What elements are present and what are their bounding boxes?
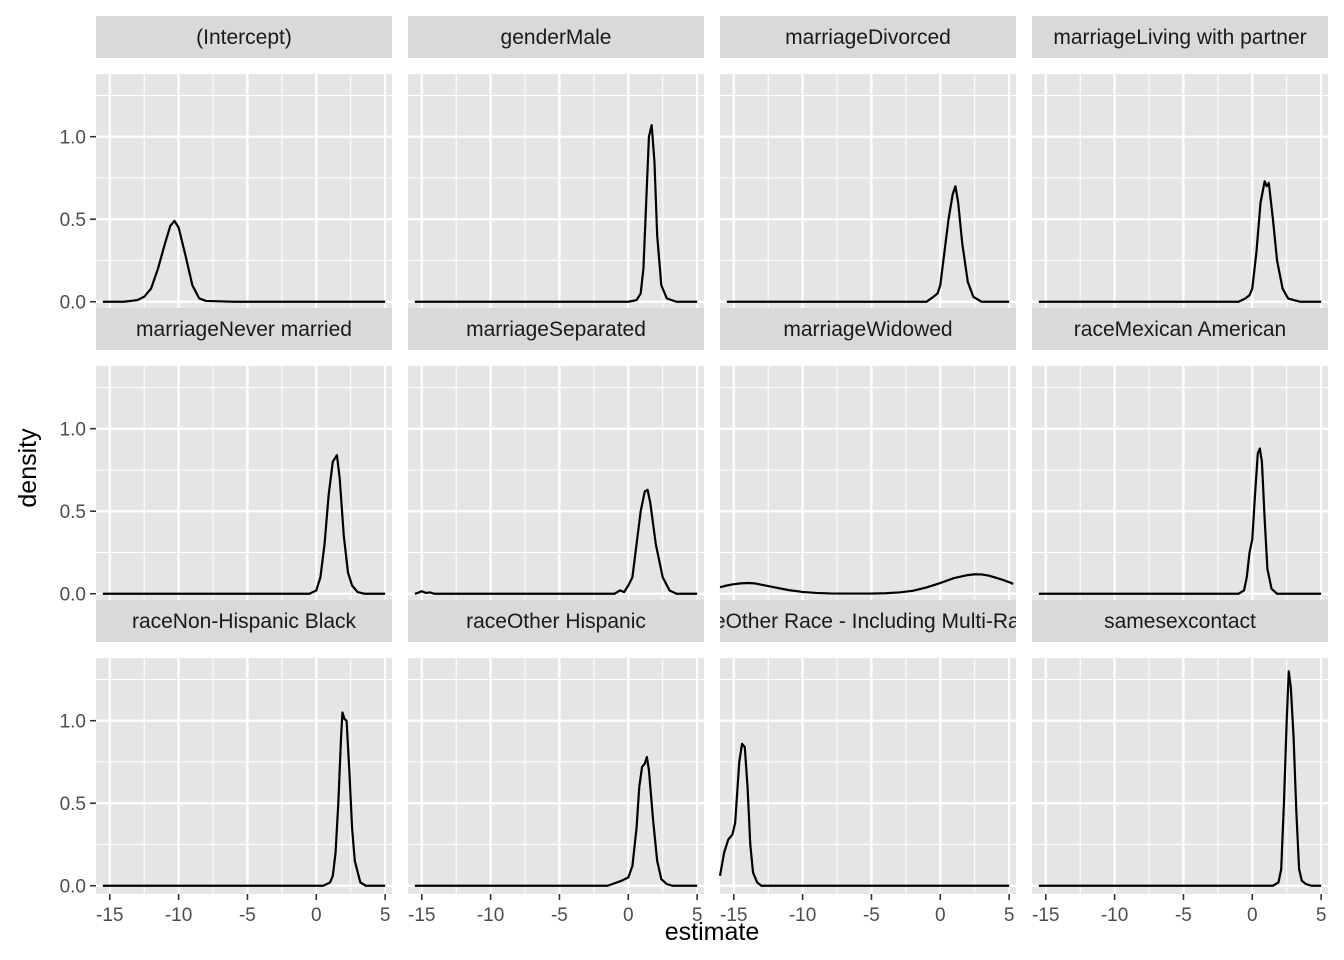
- x-axis: -15 -10 -5 0 5 -15 -10 -5 0 5 -15 -10 -5 0 5 -15 -10 -5 0 5: [96, 894, 1326, 926]
- facet-panel: raceMexican American: [1032, 308, 1328, 602]
- density-line: [726, 185, 1010, 303]
- x-tick-label: 0: [935, 905, 946, 926]
- facet-strip: [408, 16, 704, 58]
- facet-strip: [96, 16, 392, 58]
- x-tick-label: 5: [1316, 905, 1327, 926]
- y-tick-label: 0.0: [60, 293, 86, 314]
- x-tick-label: -10: [789, 905, 816, 926]
- facet-strip: [96, 600, 392, 642]
- facet-strip-label: (Intercept): [196, 26, 292, 49]
- density-line: [718, 742, 1010, 887]
- x-tick-label: -10: [1101, 905, 1128, 926]
- x-tick-label: 0: [623, 905, 634, 926]
- y-tick-label: 0.5: [60, 794, 86, 815]
- facet-strip: [408, 600, 704, 642]
- panel-background: [720, 366, 1016, 602]
- panel-background: [720, 658, 1016, 894]
- facet-panel: (Intercept): [96, 16, 392, 310]
- facet-panel: marriageSeparated: [408, 308, 704, 602]
- panel-background: [408, 366, 704, 602]
- facet-strip-label: marriageWidowed: [783, 318, 952, 341]
- density-line: [102, 454, 386, 595]
- facet-panel: raceOther Race - Including Multi-Racial: [685, 600, 1051, 894]
- facet-strip: [1032, 16, 1328, 58]
- y-axis: 0.0 0.5 1.0 0.0 0.5 1.0 0.0 0.5 1.0: [60, 128, 96, 898]
- facet-strip: [96, 308, 392, 350]
- facet-panel: marriageDivorced: [720, 16, 1016, 310]
- panel-background: [1032, 366, 1328, 602]
- facet-strip: [1032, 308, 1328, 350]
- facet-strip-label: marriageSeparated: [466, 318, 646, 341]
- facet-strip: [408, 308, 704, 350]
- y-tick-label: 1.0: [60, 128, 86, 149]
- facet-panel: genderMale: [408, 16, 704, 310]
- facet-panel: raceOther Hispanic: [408, 600, 704, 894]
- density-line: [414, 124, 698, 303]
- x-tick-label: 5: [692, 905, 703, 926]
- facet-panel: raceNon-Hispanic Black: [96, 600, 392, 894]
- density-line: [102, 711, 386, 887]
- facet-strip-label: raceMexican American: [1074, 318, 1286, 341]
- x-tick-label: 5: [1004, 905, 1015, 926]
- facet-strip-label: genderMale: [501, 26, 612, 49]
- x-tick-label: -15: [720, 905, 747, 926]
- facet-strip: [1032, 600, 1328, 642]
- facet-strip-label: marriageLiving with partner: [1053, 26, 1306, 49]
- x-tick-label: -10: [477, 905, 504, 926]
- facet-strip-label: marriageDivorced: [785, 26, 951, 49]
- density-line: [1038, 180, 1322, 303]
- y-tick-label: 1.0: [60, 712, 86, 733]
- facet-strip: [720, 600, 1016, 642]
- x-tick-label: -5: [551, 905, 568, 926]
- facet-strip-label: samesexcontact: [1104, 610, 1256, 633]
- panel-background: [96, 658, 392, 894]
- density-line: [102, 219, 386, 303]
- panel-background: [408, 658, 704, 894]
- y-axis-title: density: [14, 428, 42, 508]
- x-tick-label: -5: [1175, 905, 1192, 926]
- x-tick-label: -10: [165, 905, 192, 926]
- facet-strip: [720, 16, 1016, 58]
- facet-strip-label: marriageNever married: [136, 318, 352, 341]
- facet-panel: samesexcontact: [1032, 600, 1328, 894]
- y-tick-label: 0.5: [60, 210, 86, 231]
- x-tick-label: -5: [863, 905, 880, 926]
- panel-background: [96, 74, 392, 310]
- x-tick-label: -15: [408, 905, 435, 926]
- facet-panel: marriageNever married: [96, 308, 392, 602]
- x-tick-label: 0: [311, 905, 322, 926]
- panel-background: [720, 74, 1016, 310]
- panel-background: [1032, 74, 1328, 310]
- x-axis-title: estimate: [665, 918, 759, 946]
- facet-panel: marriageLiving with partner: [1032, 16, 1328, 310]
- facet-strip: [720, 308, 1016, 350]
- facet-panel: marriageWidowed: [719, 308, 1016, 602]
- x-tick-label: -15: [1032, 905, 1059, 926]
- y-tick-label: 0.5: [60, 502, 86, 523]
- y-tick-label: 0.0: [60, 585, 86, 606]
- facet-panels: (Intercept) genderMale marriageDivorced mar…: [96, 16, 1328, 894]
- y-tick-label: 0.0: [60, 877, 86, 898]
- y-tick-label: 1.0: [60, 420, 86, 441]
- panel-background: [96, 366, 392, 602]
- x-tick-label: 0: [1247, 905, 1258, 926]
- density-line: [414, 755, 698, 887]
- facet-strip-label: raceOther Race - Including Multi-Racial: [685, 610, 1051, 633]
- density-line: [1038, 670, 1322, 887]
- panel-background: [1032, 658, 1328, 894]
- x-tick-label: -5: [239, 905, 256, 926]
- density-line: [719, 573, 1014, 595]
- facet-strip-label: raceNon-Hispanic Black: [132, 610, 357, 633]
- density-line: [414, 488, 698, 595]
- facet-strip-label: raceOther Hispanic: [466, 610, 646, 633]
- density-line: [1038, 447, 1322, 595]
- x-tick-label: -15: [96, 905, 123, 926]
- x-tick-label: 5: [380, 905, 391, 926]
